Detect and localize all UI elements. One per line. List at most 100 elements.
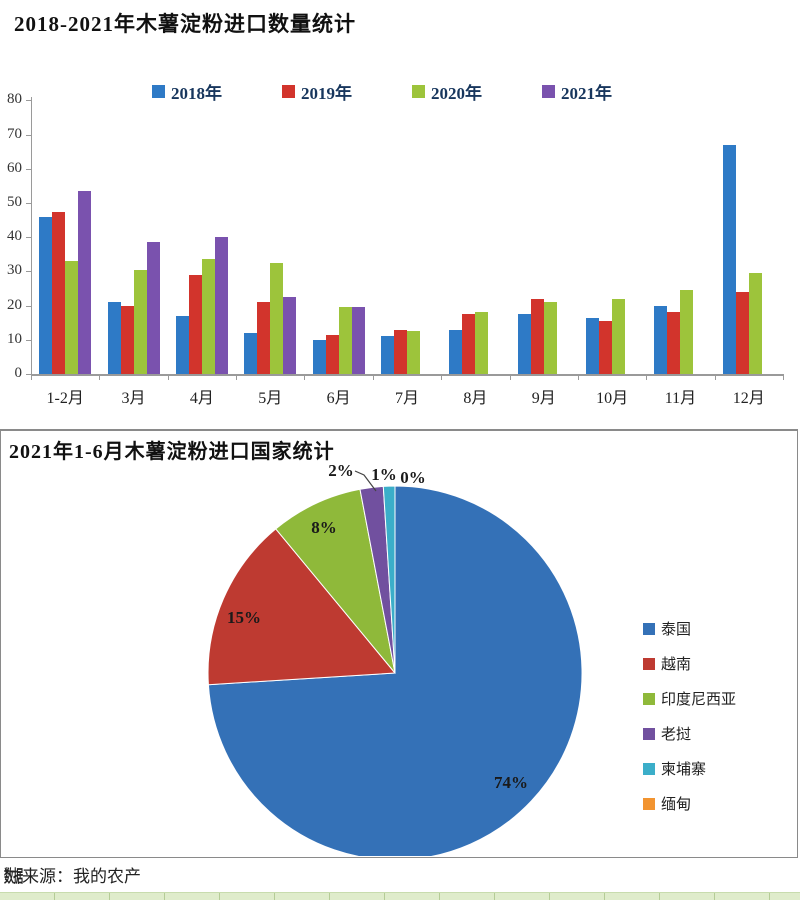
legend-label: 2019年: [301, 84, 352, 103]
pie-slice-柬埔寨: [382, 485, 396, 674]
legend-swatch: [643, 727, 655, 740]
bar-2020年-12月: [748, 273, 762, 374]
bar-2019年-4月: [188, 274, 202, 374]
legend-item: 2020年: [412, 79, 482, 104]
x-axis-line: [31, 374, 784, 376]
y-axis-tick: [26, 271, 31, 273]
bar-chart-section: 2018-2021年木薯淀粉进口数量统计 2018年 2019年 2020年 2021…: [0, 0, 800, 430]
pie-percent-label-缅甸: 0%: [400, 468, 426, 487]
bar-2018年-11月: [654, 305, 668, 374]
pie-percent-label-越南: 15%: [227, 608, 261, 627]
bar-2019年-8月: [462, 314, 476, 374]
x-tick-label: 11月: [664, 390, 697, 407]
legend-item: 2019年: [282, 79, 352, 104]
bar-2019年-3月: [120, 305, 134, 374]
source-text: 来源：我的农产: [22, 867, 141, 886]
bar-2019年-10月: [599, 320, 613, 374]
bar-2020年-9月: [543, 302, 557, 374]
x-tick-label: 3月: [121, 390, 146, 407]
x-axis-tick: [646, 375, 648, 380]
bar-2019年-1-2月: [52, 211, 66, 374]
legend-swatch: [282, 85, 295, 98]
legend-item: 越南: [643, 656, 736, 673]
x-tick-label: 6月: [326, 390, 351, 407]
x-axis-tick: [167, 375, 169, 380]
bar-2018年-9月: [517, 314, 531, 374]
bar-2018年-8月: [449, 329, 463, 374]
x-tick-label: 9月: [531, 390, 556, 407]
y-tick-label: 60: [7, 159, 22, 176]
x-axis-tick: [714, 375, 716, 380]
legend-item: 老挝: [643, 726, 736, 743]
pie-slice-越南: [207, 528, 397, 686]
pie-slice-印度尼西亚: [275, 488, 396, 674]
y-tick-label: 20: [7, 296, 22, 313]
legend-label: 缅甸: [661, 796, 692, 813]
legend-swatch: [643, 762, 655, 775]
bar-2018年-4月: [175, 315, 189, 374]
legend-item: 2018年: [152, 79, 222, 104]
legend-swatch: [643, 657, 655, 670]
y-axis-tick: [26, 168, 31, 170]
pie-chart-section: 2021年1-6月木薯淀粉进口国家统计 74% 15% 8% 2% 1% 0% 泰国 越南印…: [0, 429, 798, 858]
legend-swatch: [412, 85, 425, 98]
bar-2018年-5月: [244, 332, 258, 374]
legend-label: 2021年: [561, 84, 612, 103]
pie-chart: [207, 470, 583, 856]
bar-2020年-5月: [270, 262, 284, 374]
bar-2020年-11月: [680, 290, 694, 374]
bar-2020年-8月: [475, 312, 489, 374]
x-axis-tick: [31, 375, 32, 380]
pie-percent-label-老挝: 2%: [328, 461, 354, 480]
y-axis-tick: [26, 100, 31, 102]
legend-label: 老挝: [661, 726, 692, 743]
x-axis-tick: [236, 375, 238, 380]
bar-2019年-11月: [667, 312, 681, 374]
bar-2021年-4月: [214, 237, 228, 374]
legend-label: 2018年: [171, 84, 222, 103]
legend-item: 泰国: [643, 621, 736, 638]
bar-2021年-5月: [283, 297, 297, 374]
x-tick-label: 8月: [463, 390, 488, 407]
y-tick-label: 40: [7, 228, 22, 245]
y-axis-tick: [26, 374, 31, 375]
bar-2018年-1-2月: [39, 216, 53, 374]
x-axis-tick: [99, 375, 101, 380]
legend-swatch: [152, 85, 165, 98]
legend-label: 2020年: [431, 84, 482, 103]
x-tick-label: 4月: [189, 390, 214, 407]
y-tick-label: 50: [7, 194, 22, 210]
pie-leader-line: [354, 470, 377, 492]
source-prefix: 数据: [4, 867, 23, 886]
x-tick-label: 12月: [732, 390, 765, 407]
legend-item: 柬埔寨: [643, 761, 736, 778]
legend-item: 缅甸: [643, 796, 736, 813]
bar-2021年-1-2月: [78, 191, 92, 374]
x-tick-label: 10月: [596, 390, 629, 407]
legend-label: 印度尼西亚: [661, 691, 737, 708]
legend-label: 越南: [661, 656, 692, 673]
table-row-strip: [0, 892, 800, 900]
y-axis-line: [31, 97, 32, 375]
legend-swatch: [643, 797, 655, 810]
x-axis-tick: [783, 375, 784, 380]
bar-2021年-6月: [351, 307, 365, 374]
legend-swatch: [643, 622, 655, 635]
y-axis-tick: [26, 134, 31, 136]
source-caption: 数据 来源：我的农产: [0, 858, 800, 891]
pie-percent-label-印度尼西亚: 8%: [311, 518, 337, 537]
bar-2020年-4月: [201, 259, 215, 374]
bar-2019年-6月: [325, 334, 339, 374]
x-tick-label: 1-2月: [46, 390, 84, 407]
bar-2019年-12月: [735, 291, 749, 374]
y-tick-label: 10: [7, 330, 22, 347]
pie-chart-legend: 泰国越南印度尼西亚老挝柬埔寨缅甸: [643, 621, 736, 832]
bar-2020年-6月: [338, 307, 352, 374]
legend-label: 柬埔寨: [661, 761, 707, 778]
bar-2019年-9月: [530, 298, 544, 374]
y-axis-tick: [26, 203, 31, 204]
legend-item: 印度尼西亚: [643, 691, 736, 708]
bar-2018年-10月: [586, 317, 600, 374]
bar-2020年-10月: [612, 298, 626, 374]
